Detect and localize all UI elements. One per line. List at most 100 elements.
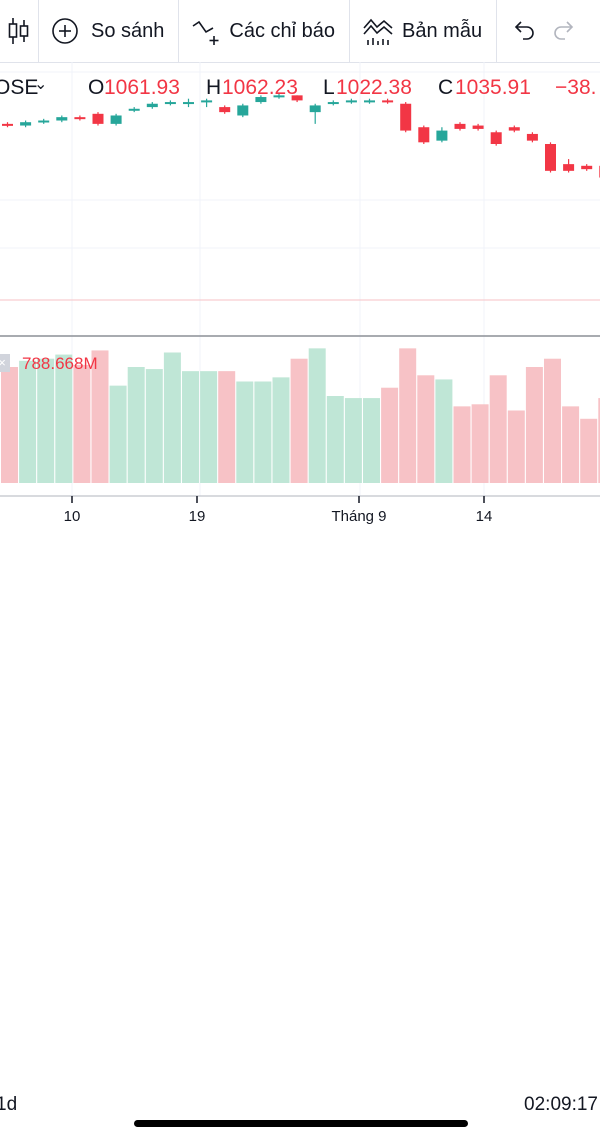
low-value: 1022.38	[336, 76, 412, 99]
candle-body	[128, 108, 140, 111]
toolbar-divider	[38, 0, 39, 62]
candle-body	[508, 127, 520, 131]
candle	[490, 130, 502, 146]
candles-icon	[8, 18, 29, 44]
clock-time: 02:09:17	[524, 1094, 598, 1115]
candle-body	[164, 102, 176, 105]
candle	[183, 98, 194, 108]
candle-body	[581, 165, 593, 170]
time-axis-tick: Tháng 9	[331, 508, 387, 525]
volume-bar	[37, 358, 55, 483]
candle	[400, 102, 412, 133]
volume-bar	[453, 406, 471, 483]
candle	[38, 118, 50, 124]
candle	[364, 98, 375, 104]
candle-body	[255, 97, 267, 103]
candle	[56, 115, 68, 123]
candle-body	[545, 144, 556, 171]
candle	[20, 120, 32, 128]
undo-button[interactable]	[497, 0, 547, 62]
indicators-button[interactable]: Các chỉ báo	[179, 0, 349, 62]
volume-bar	[1, 367, 18, 483]
toolbar-divider	[349, 0, 351, 62]
candle	[526, 132, 538, 143]
time-axis-tick: 14	[475, 508, 493, 525]
volume-bar	[580, 418, 598, 483]
candle-body	[400, 103, 412, 131]
interval-label[interactable]: 1d	[0, 1094, 18, 1115]
candle	[418, 125, 430, 144]
chart-type-button[interactable]	[0, 0, 38, 62]
volume-bar	[109, 385, 127, 483]
candle	[508, 125, 520, 133]
plus-circle-icon	[52, 18, 78, 44]
candle-body	[201, 100, 213, 103]
volume-bar	[182, 371, 199, 483]
volume-bar	[200, 371, 218, 483]
ohlc-legend: OSE ⌄ O 1061.93 H 1062.23 L 1022.38 C 10…	[0, 72, 600, 106]
candle-body	[92, 113, 104, 124]
candle-body	[345, 100, 357, 103]
candle	[110, 113, 122, 126]
candle	[345, 98, 357, 104]
candle-body	[526, 133, 538, 141]
candle	[581, 164, 593, 171]
templates-label: Bản mẫu	[402, 19, 483, 42]
candle-body	[237, 105, 249, 116]
candle	[563, 159, 575, 173]
chevron-down-icon[interactable]: ⌄	[34, 76, 48, 93]
volume-bar	[254, 381, 272, 483]
home-indicator[interactable]	[134, 1120, 468, 1127]
close-icon[interactable]: ×	[0, 354, 10, 372]
candle	[92, 112, 104, 126]
candle-body	[454, 123, 466, 129]
compare-button[interactable]: So sánh	[39, 0, 178, 62]
high-value: 1062.23	[222, 76, 298, 99]
candle	[454, 122, 466, 131]
candle	[164, 100, 176, 106]
volume-value: 788.668M	[22, 354, 98, 373]
candle-body	[38, 120, 50, 123]
candle	[309, 103, 321, 124]
candle	[255, 95, 267, 104]
volume-bar	[290, 358, 308, 483]
candle-body	[20, 122, 32, 126]
candle-body	[219, 107, 231, 113]
candle-body	[309, 105, 321, 113]
close-label: C	[438, 76, 454, 99]
toolbar: So sánh Các chỉ báo Bản mẫu	[0, 0, 600, 63]
price-chart[interactable]	[0, 0, 600, 540]
candle-body	[418, 127, 430, 143]
volume-bar	[435, 379, 453, 483]
templates-icon	[363, 18, 393, 45]
candle-body	[273, 95, 285, 98]
volume-bar	[163, 352, 181, 483]
candle	[545, 142, 556, 173]
candle-body	[436, 130, 448, 141]
redo-button[interactable]	[547, 0, 581, 62]
volume-bar	[417, 375, 435, 483]
candle-body	[110, 115, 122, 124]
symbol-name[interactable]: OSE	[0, 76, 39, 99]
high-label: H	[206, 76, 222, 99]
candle	[472, 123, 484, 131]
low-label: L	[323, 76, 335, 99]
volume-bar	[381, 387, 399, 483]
volume-bar	[308, 348, 326, 483]
candle	[74, 115, 86, 121]
open-value: 1061.93	[104, 76, 180, 99]
templates-button[interactable]: Bản mẫu	[350, 0, 496, 62]
redo-icon	[554, 21, 574, 40]
volume-bar	[272, 377, 290, 483]
candle	[2, 122, 13, 128]
candle	[382, 98, 394, 104]
volume-bar	[363, 398, 380, 483]
volume-bar	[145, 369, 163, 483]
volume-bar	[344, 398, 362, 483]
undo-icon	[514, 21, 534, 40]
volume-bar	[507, 410, 525, 483]
candle-body	[382, 100, 394, 103]
indicators-label: Các chỉ báo	[229, 19, 336, 42]
time-axis-tick: 10	[63, 508, 81, 525]
volume-bar	[326, 396, 344, 483]
